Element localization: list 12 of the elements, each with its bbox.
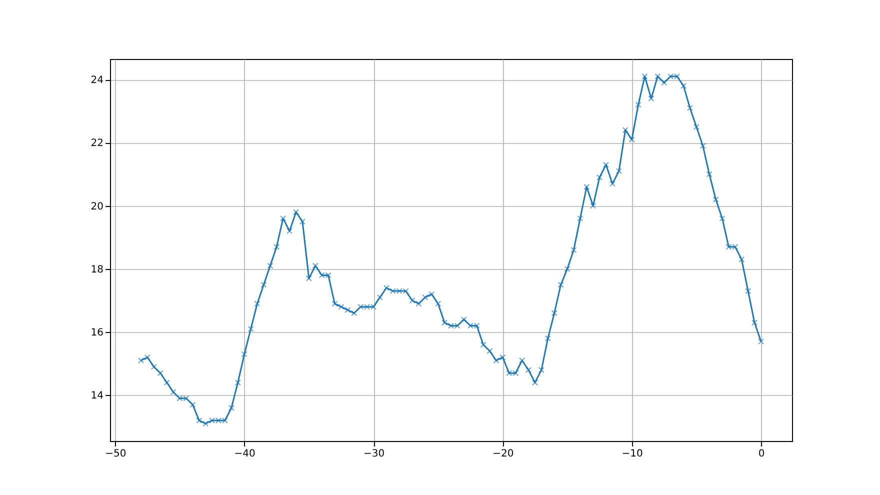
x-tick-label: −10 [622,448,643,460]
x-tick-label: −20 [492,448,514,460]
y-tick-label: 16 [90,328,104,339]
y-tick-label: 22 [90,138,104,150]
y-tick-label: 14 [90,390,104,402]
x-tick-label: −40 [234,448,256,460]
x-tick-label: 0 [758,448,765,460]
y-tick-label: 18 [90,264,104,276]
y-tick-label: 20 [90,201,104,212]
x-tick-label: −30 [363,448,385,460]
x-tick-label: −50 [105,448,126,460]
y-tick-label: 24 [90,75,104,86]
